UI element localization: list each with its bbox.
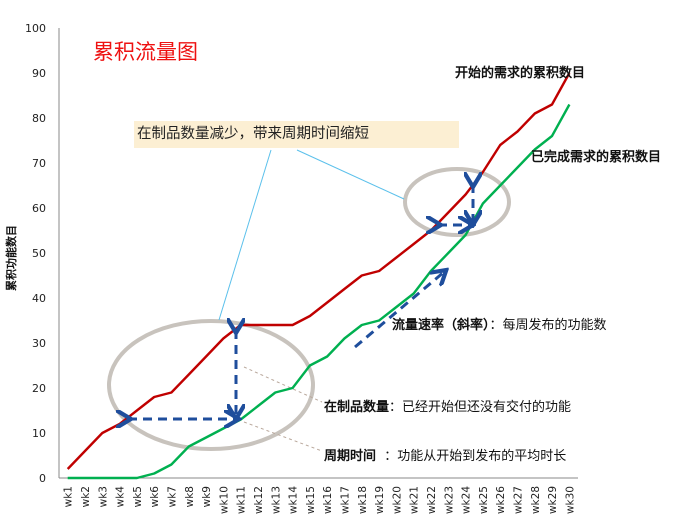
cycle-time-term: 周期时间 bbox=[324, 449, 377, 464]
legend-done-label: 已完成需求的累积数目 bbox=[531, 150, 662, 165]
x-tick-label: wk24 bbox=[461, 486, 473, 514]
callout-pointer-right bbox=[296, 149, 405, 200]
chart-title: 累积流量图 bbox=[93, 40, 198, 64]
x-tick-label: wk6 bbox=[149, 486, 161, 508]
x-tick-label: wk2 bbox=[80, 486, 92, 507]
y-tick-label: 60 bbox=[32, 202, 46, 215]
y-tick-label: 100 bbox=[25, 22, 46, 35]
wip-term: 在制品数量 bbox=[324, 400, 390, 415]
x-tick-label: wk15 bbox=[305, 486, 317, 514]
wip-desc: ：已经开始但还没有交付的功能 bbox=[389, 400, 572, 415]
flow-rate-term: 流量速率（斜率） bbox=[392, 318, 490, 333]
y-tick-label: 50 bbox=[32, 247, 46, 260]
cycle-time-pointer-line bbox=[243, 421, 323, 452]
x-tick-label: wk26 bbox=[495, 486, 507, 514]
x-tick-label: wk23 bbox=[443, 486, 455, 514]
y-tick-label: 80 bbox=[32, 112, 46, 125]
x-tick-label: wk22 bbox=[426, 486, 438, 514]
y-tick-label: 30 bbox=[32, 337, 46, 350]
y-tick-label: 10 bbox=[32, 427, 46, 440]
y-tick-label: 20 bbox=[32, 382, 46, 395]
x-tick-label: wk18 bbox=[357, 486, 369, 514]
x-tick-label: wk27 bbox=[512, 486, 524, 514]
legend-started-label: 开始的需求的累积数目 bbox=[455, 66, 586, 81]
x-tick-label: wk10 bbox=[218, 486, 230, 514]
flow-rate-arrow bbox=[354, 272, 444, 349]
x-tick-label: wk25 bbox=[478, 486, 490, 514]
x-tick-label: wk4 bbox=[115, 486, 127, 508]
x-tick-label: wk7 bbox=[166, 486, 178, 507]
flow-rate-desc: ：每周发布的功能数 bbox=[489, 318, 607, 333]
flow-rate-annotation: 流量速率（斜率）：每周发布的功能数 bbox=[392, 314, 607, 333]
x-tick-label: wk5 bbox=[132, 486, 144, 507]
x-tick-label: wk13 bbox=[270, 486, 282, 514]
cycle-time-desc: ：功能从开始到发布的平均时长 bbox=[376, 449, 567, 464]
cycle-time-annotation: 周期时间 ：功能从开始到发布的平均时长 bbox=[324, 445, 566, 464]
wip-pointer-line bbox=[243, 366, 323, 403]
y-axis-title: 累积功能数目 bbox=[5, 225, 18, 291]
x-tick-label: wk12 bbox=[253, 486, 265, 514]
x-tick-label: wk29 bbox=[547, 486, 559, 514]
x-tick-label: wk14 bbox=[288, 486, 300, 514]
x-tick-label: wk30 bbox=[564, 486, 576, 514]
completed-series-line bbox=[67, 103, 571, 480]
series-lines bbox=[66, 72, 571, 480]
annotation-shapes bbox=[107, 149, 511, 452]
x-tick-label: wk1 bbox=[63, 486, 75, 507]
y-tick-label: 70 bbox=[32, 157, 46, 170]
wip-large-ellipse bbox=[107, 319, 315, 451]
x-tick-label: wk20 bbox=[391, 486, 403, 514]
x-tick-label: wk11 bbox=[236, 486, 248, 514]
axes: 0 10 20 30 40 50 60 70 80 90 100 wk1 wk2 wk3 wk4 wk5 wk6… bbox=[25, 22, 578, 514]
x-tick-label: wk19 bbox=[374, 486, 386, 514]
wip-annotation: 在制品数量：已经开始但还没有交付的功能 bbox=[324, 396, 571, 415]
wip-reduction-callout: 在制品数量减少，带来周期时间缩短 bbox=[134, 121, 459, 148]
x-tick-label: wk8 bbox=[184, 486, 196, 507]
x-tick-label: wk16 bbox=[322, 486, 334, 514]
x-tick-label: wk3 bbox=[97, 486, 109, 507]
y-tick-label: 40 bbox=[32, 292, 46, 305]
wip-small-ellipse bbox=[403, 167, 511, 237]
y-tick-label: 0 bbox=[39, 472, 46, 485]
x-tick-label: wk21 bbox=[409, 486, 421, 514]
y-tick-label: 90 bbox=[32, 67, 46, 80]
x-tick-label: wk28 bbox=[530, 486, 542, 514]
measure-arrows bbox=[128, 184, 473, 419]
callout-pointer-left bbox=[218, 149, 272, 321]
started-series-line bbox=[66, 72, 571, 470]
x-tick-label: wk9 bbox=[201, 486, 213, 507]
x-tick-label: wk17 bbox=[339, 486, 351, 514]
